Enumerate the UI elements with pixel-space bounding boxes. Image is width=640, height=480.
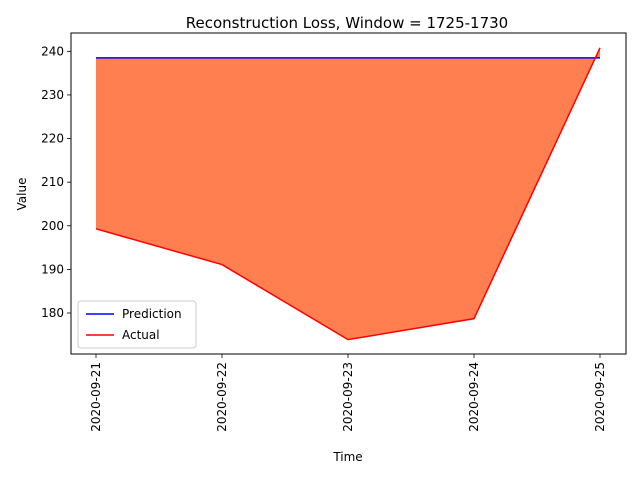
legend-label-prediction: Prediction xyxy=(122,307,182,321)
y-tick-label: 200 xyxy=(41,219,64,233)
y-tick-label: 190 xyxy=(41,262,64,276)
x-tick-label: 2020-09-24 xyxy=(467,362,481,432)
chart-title: Reconstruction Loss, Window = 1725-1730 xyxy=(186,14,508,32)
y-tick-label: 230 xyxy=(41,88,64,102)
x-tick-label: 2020-09-21 xyxy=(89,362,103,432)
legend-box xyxy=(77,300,197,349)
series-lines-layer xyxy=(95,47,601,341)
y-axis-label: Value xyxy=(15,178,29,211)
y-axis: 180 190 200 210 220 230 240 xyxy=(41,44,71,320)
plot-frame xyxy=(70,32,627,355)
legend-label-actual: Actual xyxy=(122,328,160,342)
y-tick-label: 220 xyxy=(41,132,64,146)
y-tick-label: 210 xyxy=(41,175,64,189)
series-line-actual xyxy=(95,47,601,341)
fill-area-layer xyxy=(96,47,600,340)
x-axis-label: Time xyxy=(332,450,362,464)
x-axis: 2020-09-21 2020-09-22 2020-09-23 2020-09-24… xyxy=(89,354,607,432)
fill-between-area xyxy=(96,47,600,340)
y-tick-label: 240 xyxy=(41,44,64,58)
y-tick-label: 180 xyxy=(41,306,64,320)
legend: Prediction Actual xyxy=(77,300,197,349)
x-tick-label: 2020-09-22 xyxy=(215,362,229,432)
x-tick-label: 2020-09-25 xyxy=(593,362,607,432)
x-tick-label: 2020-09-23 xyxy=(341,362,355,432)
